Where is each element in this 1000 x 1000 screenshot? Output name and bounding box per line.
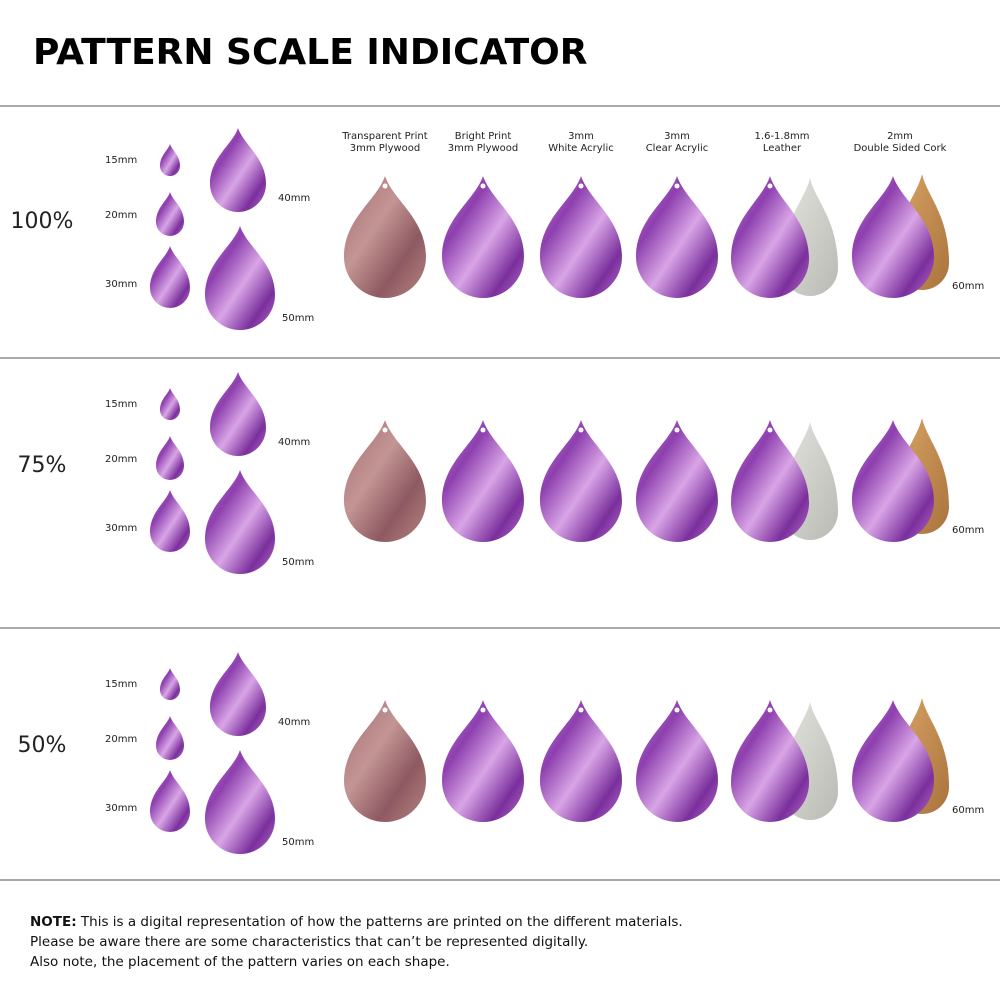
sample-drop	[210, 652, 266, 736]
scale-label: 100%	[11, 209, 74, 234]
hole	[480, 707, 486, 713]
size-label: 15mm	[105, 679, 137, 690]
sample-drop	[150, 770, 190, 832]
sample-drop	[156, 192, 184, 236]
size-label: 50mm	[282, 313, 314, 324]
hole	[382, 707, 388, 713]
material-label: White Acrylic	[548, 143, 614, 154]
material-drop	[442, 420, 524, 542]
material-drop	[636, 420, 718, 542]
material-label: Double Sided Cork	[854, 143, 947, 154]
size-label: 30mm	[105, 279, 137, 290]
note-line: NOTE: This is a digital representation o…	[30, 912, 683, 932]
size-label: 15mm	[105, 155, 137, 166]
hole	[767, 427, 773, 433]
hole	[674, 427, 680, 433]
sample-drop	[156, 436, 184, 480]
hole	[578, 183, 584, 189]
sample-drop	[205, 750, 275, 854]
material-drop	[636, 176, 718, 298]
hole	[382, 427, 388, 433]
material-label: 2mm	[887, 131, 913, 142]
material-label: 3mm	[664, 131, 690, 142]
material-drop	[731, 700, 809, 822]
hole	[578, 427, 584, 433]
width-label: 60mm	[952, 805, 984, 816]
size-label: 50mm	[282, 557, 314, 568]
note-label: NOTE:	[30, 914, 77, 930]
material-drop	[344, 700, 426, 822]
size-label: 50mm	[282, 837, 314, 848]
sample-drop	[150, 246, 190, 308]
hole	[767, 707, 773, 713]
size-label: 40mm	[278, 437, 310, 448]
material-drop	[852, 176, 934, 298]
note: NOTE: This is a digital representation o…	[30, 912, 683, 972]
hole	[674, 707, 680, 713]
material-drop	[540, 176, 622, 298]
width-label: 60mm	[952, 281, 984, 292]
hole	[674, 183, 680, 189]
material-drop	[540, 700, 622, 822]
material-label: Leather	[763, 143, 802, 154]
sample-drop	[210, 372, 266, 456]
material-drop	[731, 420, 809, 542]
size-label: 20mm	[105, 454, 137, 465]
material-drop	[540, 420, 622, 542]
material-drop	[731, 176, 809, 298]
title: PATTERN SCALE INDICATOR	[33, 32, 588, 73]
material-label: Clear Acrylic	[646, 143, 709, 154]
hole	[480, 183, 486, 189]
width-label: 60mm	[952, 525, 984, 536]
sample-drop	[210, 128, 266, 212]
material-drop	[344, 420, 426, 542]
size-label: 40mm	[278, 193, 310, 204]
size-label: 30mm	[105, 523, 137, 534]
material-drop	[852, 420, 934, 542]
material-drop	[852, 700, 934, 822]
size-label: 30mm	[105, 803, 137, 814]
size-label: 20mm	[105, 210, 137, 221]
hole	[480, 427, 486, 433]
material-label: Bright Print	[455, 131, 512, 142]
note-line: Please be aware there are some character…	[30, 934, 589, 950]
sample-drop	[160, 668, 180, 700]
material-drop	[442, 700, 524, 822]
material-drop	[442, 176, 524, 298]
material-label: 1.6-1.8mm	[755, 131, 810, 142]
sample-drop	[205, 226, 275, 330]
hole	[578, 707, 584, 713]
material-drop	[344, 176, 426, 298]
sample-drop	[150, 490, 190, 552]
material-drop	[636, 700, 718, 822]
hole	[382, 183, 388, 189]
material-label: 3mm Plywood	[448, 143, 519, 154]
sample-drop	[160, 144, 180, 176]
size-label: 20mm	[105, 734, 137, 745]
sample-drop	[205, 470, 275, 574]
note-text: This is a digital representation of how …	[80, 914, 683, 930]
size-label: 40mm	[278, 717, 310, 728]
size-label: 15mm	[105, 399, 137, 410]
hole	[767, 183, 773, 189]
material-label: 3mm Plywood	[350, 143, 421, 154]
material-label: 3mm	[568, 131, 594, 142]
sample-drop	[156, 716, 184, 760]
scale-label: 75%	[18, 453, 67, 478]
note-line: Also note, the placement of the pattern …	[30, 954, 450, 970]
material-label: Transparent Print	[341, 131, 427, 142]
scale-label: 50%	[18, 733, 67, 758]
sample-drop	[160, 388, 180, 420]
